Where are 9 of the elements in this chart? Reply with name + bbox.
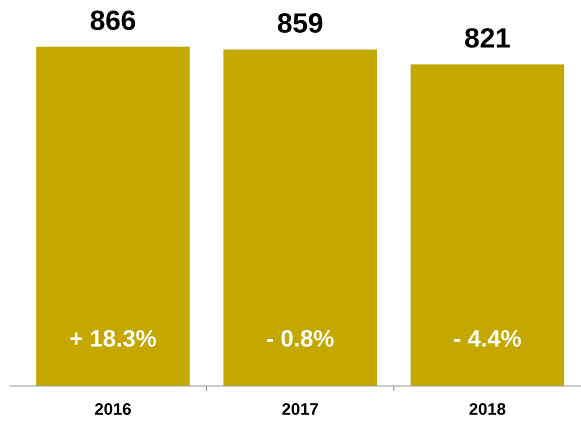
data-label: 859 (278, 13, 322, 33)
data-label: 821 (465, 28, 510, 48)
data-label: 866 (90, 10, 136, 30)
x-tick-label: 2017 (282, 403, 318, 415)
annotation: + 18.3% (70, 330, 156, 347)
x-tick-label: 2016 (95, 403, 131, 415)
annotation: - 4.4% (454, 330, 521, 347)
annotation: - 0.8% (266, 330, 334, 347)
x-tick-label: 2018 (469, 403, 506, 415)
